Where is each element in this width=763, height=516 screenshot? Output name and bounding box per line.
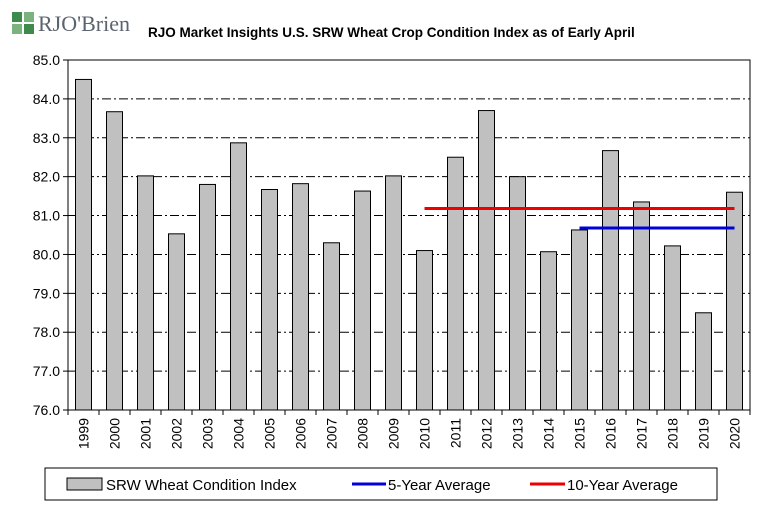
rjo-logo: RJO'Brien (12, 11, 130, 36)
bar-2013 (509, 176, 526, 411)
legend-label-srw: SRW Wheat Condition Index (106, 477, 297, 494)
y-axis: 85.0 84.0 83.0 82.0 81.0 80.0 79.0 78.0 77.0 76.0 (33, 52, 68, 418)
rjo-logo-icon (12, 12, 34, 34)
bar-2016 (602, 150, 619, 411)
bar-2011 (447, 156, 464, 411)
x-tick-label: 2015 (572, 418, 588, 449)
bar-2002 (168, 233, 185, 411)
x-tick-label: 2006 (293, 418, 309, 449)
x-tick-label: 2019 (696, 418, 712, 449)
y-tick-label: 81.0 (33, 208, 60, 224)
bar-2015 (571, 229, 588, 411)
y-tick-label: 76.0 (33, 402, 60, 418)
bar-2019 (695, 312, 712, 411)
bar-2007 (323, 242, 340, 411)
bar-2001 (137, 175, 154, 411)
bar-2004 (230, 142, 247, 411)
y-tick-label: 85.0 (33, 52, 60, 68)
chart-title: RJO Market Insights U.S. SRW Wheat Crop … (148, 25, 635, 40)
bar-2005 (261, 189, 278, 411)
bar-2008 (354, 190, 371, 411)
x-tick-label: 2008 (355, 418, 371, 449)
bar-2009 (385, 175, 402, 411)
bar-2014 (540, 251, 557, 411)
y-tick-label: 79.0 (33, 285, 60, 301)
x-tick-label: 2017 (634, 418, 650, 449)
bar-2018 (664, 245, 681, 411)
x-tick-label: 2004 (231, 418, 247, 449)
bar-2012 (478, 110, 495, 411)
x-tick-label: 2012 (479, 418, 495, 449)
x-tick-label: 2016 (603, 418, 619, 449)
x-tick-label: 2011 (448, 418, 464, 448)
x-tick-label: 2003 (200, 418, 216, 449)
legend-label-5yr: 5-Year Average (388, 477, 491, 494)
x-tick-label: 2007 (324, 418, 340, 449)
bar-2017 (633, 201, 650, 411)
legend: SRW Wheat Condition Index 5-Year Average… (44, 467, 718, 501)
bar-2010 (416, 250, 433, 411)
y-tick-label: 84.0 (33, 91, 60, 107)
bar-2000 (106, 111, 123, 411)
x-tick-label: 2002 (169, 418, 185, 449)
y-tick-label: 82.0 (33, 169, 60, 185)
bar-2003 (199, 183, 216, 411)
x-tick-label: 2010 (417, 418, 433, 449)
x-tick-label: 2014 (541, 418, 557, 449)
x-axis: 1999 2000 2001 2002 2003 2004 2005 2006 2007 2008… (67, 410, 751, 449)
bar-2006 (292, 183, 309, 411)
y-tick-label: 77.0 (33, 363, 60, 379)
x-tick-label: 1999 (76, 418, 92, 449)
legend-swatch-bar (66, 477, 103, 491)
x-tick-label: 2013 (510, 418, 526, 449)
x-tick-label: 2000 (107, 418, 123, 449)
x-tick-label: 2001 (138, 418, 154, 449)
average-lines (424, 207, 735, 230)
bar-1999 (75, 78, 92, 411)
x-tick-label: 2009 (386, 418, 402, 449)
x-tick-label: 2020 (727, 418, 743, 449)
x-tick-label: 2005 (262, 418, 278, 449)
bars (75, 78, 743, 411)
y-tick-label: 83.0 (33, 130, 60, 146)
bar-2020 (726, 191, 743, 411)
y-tick-label: 80.0 (33, 246, 60, 262)
y-tick-label: 78.0 (33, 324, 60, 340)
x-tick-label: 2018 (665, 418, 681, 449)
logo-text: RJO'Brien (38, 11, 130, 36)
legend-label-10yr: 10-Year Average (567, 477, 678, 494)
